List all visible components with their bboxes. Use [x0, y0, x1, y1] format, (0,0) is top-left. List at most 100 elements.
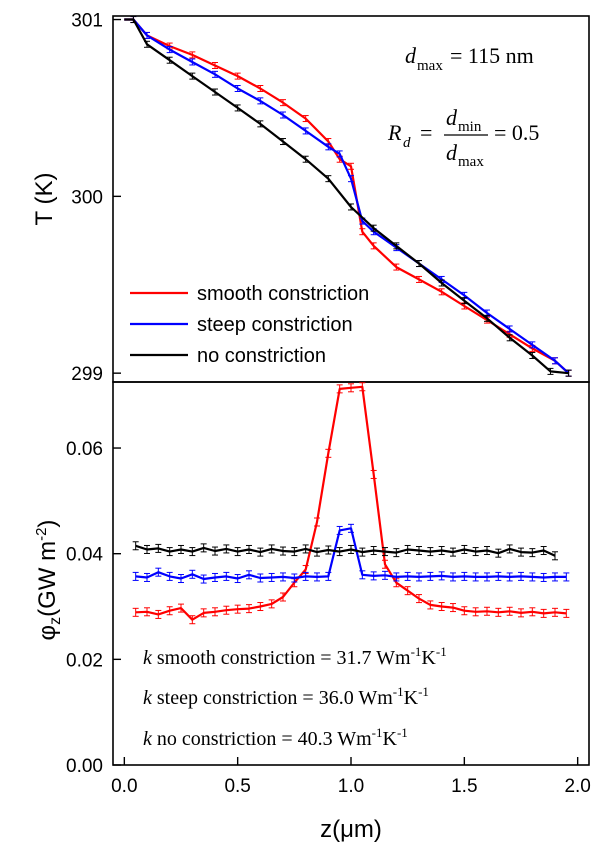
top-point-no-constriction: [325, 175, 332, 183]
top-point-steep-constriction: [166, 46, 173, 54]
bottom-point-smooth-constriction: [144, 607, 150, 617]
bottom-y-tick-label: 0.00: [66, 756, 103, 777]
bottom-point-smooth-constriction: [552, 607, 558, 617]
top-point-no-constriction: [234, 104, 241, 112]
top-point-smooth-constriction: [370, 242, 377, 250]
bottom-point-steep-constriction: [450, 572, 456, 582]
bottom-point-smooth-constriction: [178, 603, 184, 613]
bottom-point-smooth-constriction: [518, 608, 524, 618]
bottom-point-no-constriction: [427, 547, 434, 557]
bottom-point-smooth-constriction: [540, 608, 547, 618]
bottom-point-no-constriction: [291, 547, 298, 557]
bottom-point-smooth-constriction: [155, 609, 162, 619]
top-point-steep-constriction: [529, 341, 536, 349]
bottom-x-ticks: 0.0 0.5 1.0 1.5 2.0: [111, 757, 591, 797]
bottom-point-steep-constriction: [506, 572, 513, 582]
bottom-point-smooth-constriction: [325, 448, 332, 458]
bottom-point-no-constriction: [416, 546, 422, 556]
top-point-steep-constriction: [280, 111, 286, 119]
bottom-point-no-constriction: [348, 544, 354, 554]
bottom-point-steep-constriction: [155, 567, 162, 577]
bottom-point-steep-constriction: [246, 570, 252, 580]
bottom-point-no-constriction: [234, 547, 241, 557]
legend-label-smooth: smooth constriction: [197, 283, 369, 305]
bottom-point-no-constriction: [495, 548, 502, 558]
bottom-point-no-constriction: [246, 544, 252, 554]
bottom-point-no-constriction: [280, 546, 286, 556]
bottom-point-steep-constriction: [382, 570, 388, 580]
bottom-y-tick-label: 0.02: [66, 650, 103, 671]
bottom-point-smooth-constriction: [166, 606, 173, 616]
bottom-point-no-constriction: [472, 547, 479, 557]
top-point-smooth-constriction: [416, 275, 422, 283]
bottom-point-smooth-constriction: [268, 599, 275, 609]
bottom-point-no-constriction: [336, 547, 343, 557]
top-point-steep-constriction: [348, 175, 354, 183]
bottom-point-no-constriction: [404, 544, 411, 554]
bottom-point-no-constriction: [132, 541, 139, 551]
top-point-smooth-constriction: [212, 62, 218, 70]
top-point-steep-constriction: [212, 70, 218, 78]
rd-denominator: d: [446, 140, 458, 165]
bottom-point-no-constriction: [268, 544, 275, 554]
top-point-steep-constriction: [257, 97, 264, 105]
legend-label-steep: steep constriction: [197, 314, 353, 336]
bottom-point-smooth-constriction: [427, 600, 434, 610]
bottom-point-steep-constriction: [132, 571, 139, 581]
bottom-point-steep-constriction: [484, 572, 490, 582]
bottom-point-no-constriction: [200, 543, 207, 553]
bottom-point-steep-constriction: [472, 572, 479, 582]
bottom-point-no-constriction: [166, 547, 173, 557]
dmax-value: = 115 nm: [450, 43, 534, 68]
bottom-x-tick-label: 0.5: [224, 776, 250, 797]
bottom-point-smooth-constriction: [563, 608, 570, 618]
dmax-subscript: max: [417, 58, 443, 74]
bottom-point-smooth-constriction: [450, 603, 456, 613]
top-point-no-constriction: [348, 203, 354, 211]
bottom-point-steep-constriction: [280, 572, 286, 582]
rd-value: = 0.5: [494, 120, 539, 145]
top-point-steep-constriction: [325, 143, 332, 151]
bottom-y-tick-label: 0.04: [66, 545, 103, 566]
bottom-point-smooth-constriction: [416, 594, 422, 604]
bottom-point-no-constriction: [325, 545, 332, 555]
top-point-smooth-constriction: [438, 288, 445, 296]
top-point-no-constriction: [547, 367, 554, 375]
k-label-smooth: k smooth constriction = 31.7 Wm-1K-1: [143, 644, 447, 669]
top-point-no-constriction: [529, 351, 536, 359]
bottom-point-steep-constriction: [234, 574, 241, 584]
bottom-point-no-constriction: [257, 547, 264, 557]
bottom-point-no-constriction: [223, 544, 230, 554]
top-point-no-constriction: [302, 155, 309, 163]
bottom-point-steep-constriction: [302, 571, 309, 581]
bottom-point-no-constriction: [552, 551, 558, 561]
bottom-point-no-constriction: [484, 546, 490, 556]
bottom-point-no-constriction: [540, 546, 547, 556]
bottom-point-no-constriction: [382, 547, 388, 557]
bottom-point-no-constriction: [393, 548, 400, 558]
bottom-point-steep-constriction: [416, 572, 422, 582]
top-point-no-constriction: [461, 297, 468, 305]
bottom-y-ticks: 0.00 0.02 0.04 0.06: [66, 439, 121, 777]
bottom-point-steep-constriction: [348, 523, 354, 533]
bottom-point-smooth-constriction: [336, 384, 343, 394]
bottom-x-tick-label: 1.5: [451, 776, 477, 797]
top-y-axis-title: T (K): [31, 173, 58, 226]
bottom-point-steep-constriction: [540, 572, 547, 582]
k-label-steep: k steep constriction = 36.0 Wm-1K-1: [143, 684, 429, 709]
rd-denominator-sub: max: [458, 154, 484, 170]
top-point-no-constriction: [130, 16, 137, 24]
bottom-point-no-constriction: [438, 546, 445, 556]
bottom-point-no-constriction: [155, 543, 162, 553]
k-labels: k smooth constriction = 31.7 Wm-1K-1 k s…: [143, 644, 447, 750]
bottom-point-steep-constriction: [552, 572, 558, 582]
top-point-steep-constriction: [189, 58, 196, 66]
rd-numerator-sub: min: [458, 119, 482, 135]
bottom-point-no-constriction: [359, 547, 366, 557]
bottom-point-smooth-constriction: [132, 607, 139, 617]
bottom-panel: 0.00 0.02 0.04 0.06 0.0 0.5 1.0 1.5 2.0 φz(GW m…: [33, 381, 591, 843]
bottom-point-steep-constriction: [336, 525, 343, 535]
top-y-tick-label: 299: [71, 364, 103, 385]
top-point-steep-constriction: [552, 357, 558, 365]
